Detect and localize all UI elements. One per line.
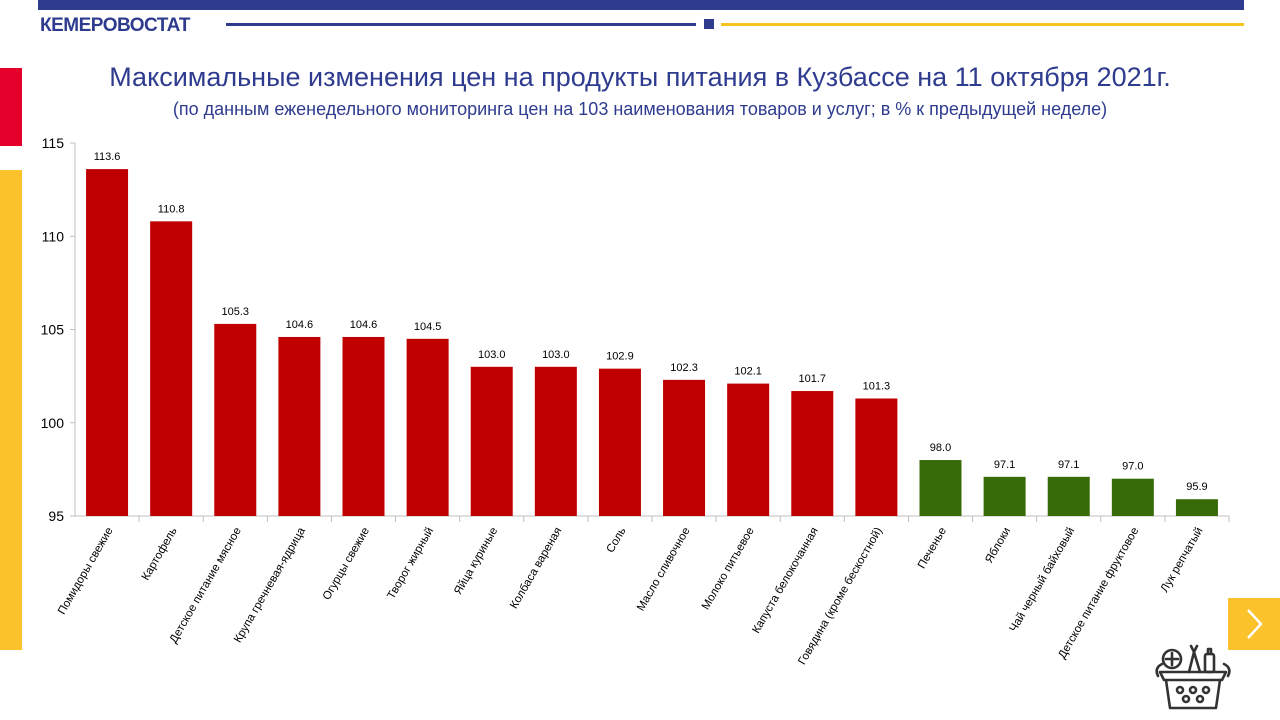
brand-logo-text: КЕМЕРОВОСТАТ [40, 15, 191, 36]
data-label: 103.0 [478, 349, 506, 361]
bar [214, 323, 257, 516]
bar [855, 398, 898, 516]
side-accent-red [0, 68, 22, 146]
x-tick-label: Помидоры свежие [56, 526, 116, 617]
x-tick-label: Яблоки [983, 526, 1013, 566]
bar [406, 338, 449, 516]
data-label: 101.3 [863, 381, 891, 393]
side-accent-yellow [0, 170, 22, 650]
data-label: 97.0 [1122, 461, 1143, 473]
data-label: 103.0 [542, 349, 570, 361]
x-tick-label: Картофель [140, 525, 180, 582]
x-tick-label: Лук репчатый [1159, 526, 1206, 595]
y-tick-label: 105 [41, 322, 65, 338]
y-tick-label: 110 [42, 228, 65, 244]
bar [470, 366, 513, 516]
bar [727, 383, 770, 516]
data-label: 97.1 [994, 459, 1015, 471]
x-tick-label: Детское питание фруктовое [1056, 526, 1141, 661]
data-label: 101.7 [799, 373, 827, 385]
data-label: 110.8 [158, 203, 185, 215]
bar [1175, 499, 1218, 516]
data-label: 102.9 [606, 351, 634, 363]
bar [598, 368, 641, 516]
x-tick-label: Детское питание мясное [168, 526, 244, 646]
bar [86, 169, 129, 517]
bar [1111, 478, 1154, 516]
data-label: 98.0 [930, 442, 951, 454]
bar [791, 391, 834, 516]
x-tick-label: Колбаса вареная [508, 526, 564, 611]
header-rule-square [704, 19, 714, 29]
top-bar [38, 0, 1244, 10]
page-subtitle: (по данным еженедельного мониторинга цен… [172, 99, 1108, 119]
x-tick-label: Масло сливочное [635, 526, 693, 614]
data-label: 95.9 [1186, 481, 1207, 493]
data-label: 113.6 [94, 151, 121, 163]
data-label: 105.3 [222, 306, 250, 318]
x-tick-label: Капуста белокочанная [750, 526, 820, 636]
chevron-right-icon [1247, 609, 1263, 639]
y-tick-label: 115 [42, 135, 65, 151]
page-title: Максимальные изменения цен на продукты п… [109, 62, 1171, 92]
data-label: 104.6 [286, 319, 314, 331]
bar [663, 379, 706, 516]
next-slide-button[interactable] [1228, 598, 1280, 650]
data-label: 102.1 [734, 366, 762, 378]
header-rule-yellow [721, 23, 1244, 26]
bar [278, 336, 321, 516]
data-label: 97.1 [1058, 459, 1079, 471]
bar [919, 460, 962, 516]
x-tick-label: Чай черный байховый [1008, 526, 1078, 635]
data-label: 102.3 [670, 362, 698, 374]
bar [1047, 476, 1090, 516]
x-tick-label: Печенье [916, 526, 949, 571]
y-tick-label: 95 [48, 508, 64, 524]
header-rule-blue [226, 23, 696, 26]
x-tick-label: Крупа гречневая-ядрица [232, 525, 308, 645]
bar [534, 366, 577, 516]
data-label: 104.5 [414, 321, 442, 333]
bar [150, 221, 193, 516]
x-tick-label: Огурцы свежие [321, 526, 372, 603]
food-basket-icon [1152, 642, 1234, 714]
x-tick-label: Молоко питьевое [700, 526, 757, 612]
x-tick-label: Соль [605, 525, 629, 555]
data-label: 104.6 [350, 319, 378, 331]
bar [342, 336, 385, 516]
bar [983, 476, 1026, 516]
x-tick-label: Яйца куриные [452, 526, 500, 597]
y-tick-label: 100 [41, 415, 65, 431]
x-tick-label: Творог жирный [385, 526, 436, 602]
